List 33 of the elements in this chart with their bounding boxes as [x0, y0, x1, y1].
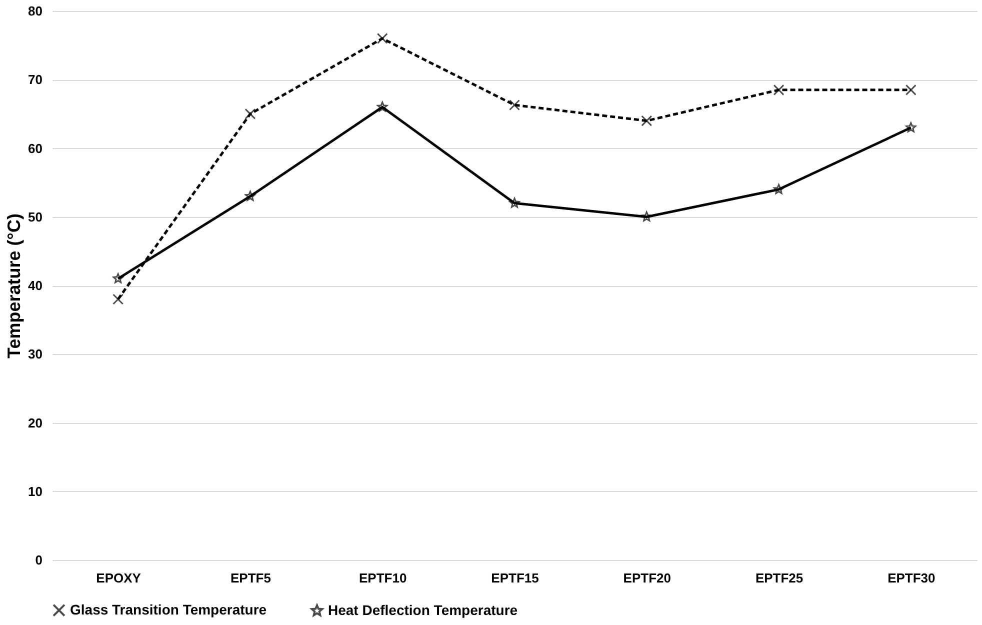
legend-label: Glass Transition Temperature [70, 601, 267, 618]
point [112, 294, 124, 305]
x-tick-label: EPTF25 [755, 570, 804, 586]
y-tick-label: 10 [28, 484, 42, 499]
y-tick-label: 20 [28, 415, 42, 430]
point [905, 84, 916, 96]
y-tick-label: 50 [28, 209, 42, 224]
point [377, 102, 388, 112]
x-tick-label: EPOXY [96, 570, 142, 586]
point [641, 115, 652, 126]
y-axis-title: Temperature (°C) [4, 214, 24, 358]
legend-label: Heat Deflection Temperature [328, 602, 518, 618]
point [641, 211, 652, 222]
point [376, 32, 388, 44]
y-tick-label: 80 [28, 4, 42, 18]
x-tick-label: EPTF15 [491, 570, 539, 586]
y-tick-label: 0 [35, 552, 42, 568]
point [244, 108, 256, 120]
y-tick-label: 30 [28, 346, 42, 362]
x-tick-label: EPTF5 [230, 570, 271, 586]
y-tick-label: 60 [28, 140, 42, 156]
point [774, 184, 784, 194]
point [112, 273, 124, 284]
y-tick-label: 40 [28, 278, 42, 293]
x-tick-label: EPTF10 [359, 570, 407, 586]
point [509, 198, 520, 208]
x-tick-label: EPTF30 [888, 570, 936, 586]
y-tick-label: 70 [28, 72, 42, 88]
point [509, 100, 520, 111]
point [906, 122, 916, 132]
point [244, 190, 256, 201]
point [773, 84, 784, 96]
x-tick-label: EPTF20 [623, 570, 671, 586]
